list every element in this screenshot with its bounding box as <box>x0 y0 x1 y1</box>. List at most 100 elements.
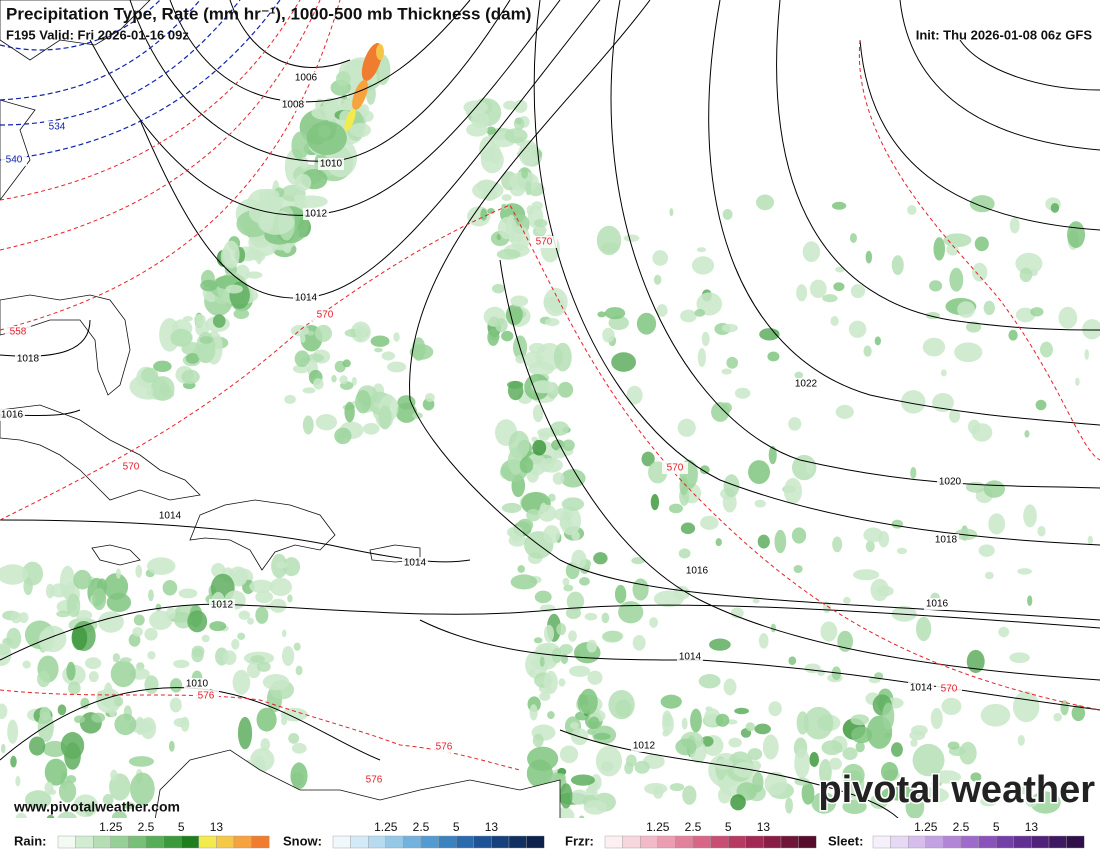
precip-cell <box>531 380 556 394</box>
precip-cell <box>513 117 525 131</box>
precip-cell <box>38 629 55 652</box>
label-halo <box>15 353 41 365</box>
label-halo <box>5 326 31 338</box>
precip-cell <box>842 799 867 814</box>
precip-cell <box>568 665 591 677</box>
isobar <box>559 729 901 821</box>
precip-cell <box>370 335 390 347</box>
precip-cell <box>508 171 539 192</box>
precip-cell <box>543 525 561 544</box>
precip-cell <box>690 708 702 733</box>
label-halo <box>531 236 557 248</box>
legend-swatch <box>943 835 962 849</box>
precip-cell <box>503 100 517 110</box>
precip-cell <box>238 610 251 620</box>
precip-cell <box>237 632 246 640</box>
legend-swatch <box>728 835 747 849</box>
precip-cell <box>1035 399 1047 411</box>
precip-cell <box>178 588 198 599</box>
precip-cell <box>608 315 629 331</box>
precip-cell <box>153 360 172 373</box>
precip-cell <box>249 579 274 594</box>
legend-swatch <box>622 835 641 849</box>
precip-cell <box>351 376 357 386</box>
precip-cell <box>853 569 880 581</box>
label-halo <box>157 510 183 522</box>
precip-cell <box>284 394 296 404</box>
isobar <box>0 603 1100 661</box>
legend-swatch <box>128 835 147 849</box>
legend-tick: 5 <box>725 820 732 834</box>
contour-labels: 1006 1008 1010 1012 1014 1018 1016 1014 1014 1012… <box>0 72 963 786</box>
precip-cell <box>553 772 566 782</box>
precip-cell <box>517 565 525 573</box>
precip-cell <box>173 659 190 669</box>
precip-cell <box>543 670 558 695</box>
precip-cell <box>352 79 368 111</box>
precip-cell <box>566 591 585 612</box>
precip-cell <box>169 697 182 713</box>
precip-cell <box>954 528 978 541</box>
precip-cell <box>344 401 355 423</box>
precip-cell <box>256 707 277 732</box>
isobar <box>899 0 1100 151</box>
precip-cell <box>527 746 559 771</box>
precip-cell <box>387 361 407 373</box>
precip-cell <box>796 284 808 302</box>
precip-cell <box>957 301 976 318</box>
precip-cell <box>949 267 964 292</box>
legend-swatch <box>403 835 422 849</box>
precip-cell <box>722 208 733 220</box>
precip-cell <box>110 660 136 688</box>
precip-cell <box>1 743 6 754</box>
precip-cell <box>281 629 287 638</box>
precip-cell <box>497 216 518 240</box>
precip-cell <box>0 703 8 720</box>
contour-label: 570 <box>123 462 140 473</box>
precip-cell <box>283 243 292 254</box>
precip-cell <box>237 716 253 750</box>
precip-cell <box>680 522 696 535</box>
precip-cell <box>255 590 274 604</box>
precip-cell <box>119 657 132 663</box>
precip-cell <box>199 336 213 344</box>
label-halo <box>293 72 319 84</box>
precip-cell <box>1050 202 1060 213</box>
hispaniola <box>189 499 336 571</box>
isobar <box>419 619 1100 711</box>
label-halo <box>303 208 329 220</box>
label-halo <box>293 292 319 304</box>
legend-swatch <box>473 835 492 849</box>
label-halo <box>312 309 338 321</box>
precip-cell <box>980 796 997 807</box>
precip-cell <box>10 611 22 624</box>
precip-cell <box>747 748 763 761</box>
precip-cell <box>66 661 76 681</box>
precip-cell <box>282 557 301 577</box>
precip-cell <box>381 351 396 361</box>
legend-swatch <box>368 835 387 849</box>
label-halo <box>937 476 963 488</box>
precip-cell <box>294 350 310 368</box>
precip-cell <box>700 515 719 530</box>
precip-cell <box>294 173 312 192</box>
legend-swatch <box>798 835 817 849</box>
legend-swatch <box>145 835 164 849</box>
precip-cell <box>293 642 301 651</box>
precip-cell <box>145 386 154 396</box>
precip-cell <box>922 337 946 357</box>
legend-tick: 2.5 <box>685 820 702 834</box>
precip-cell <box>929 280 943 292</box>
precip-cell <box>496 248 521 260</box>
precip-cell <box>314 324 333 342</box>
precip-cell <box>209 621 227 632</box>
precip-cell <box>821 740 843 756</box>
precip-cell <box>601 630 623 643</box>
precip-cell <box>660 694 682 709</box>
precip-cell <box>980 703 1011 727</box>
precip-cell <box>596 225 622 256</box>
precip-cell <box>250 655 265 663</box>
label-halo <box>184 678 210 690</box>
precip-cell <box>222 650 237 666</box>
precip-cell <box>480 208 488 221</box>
